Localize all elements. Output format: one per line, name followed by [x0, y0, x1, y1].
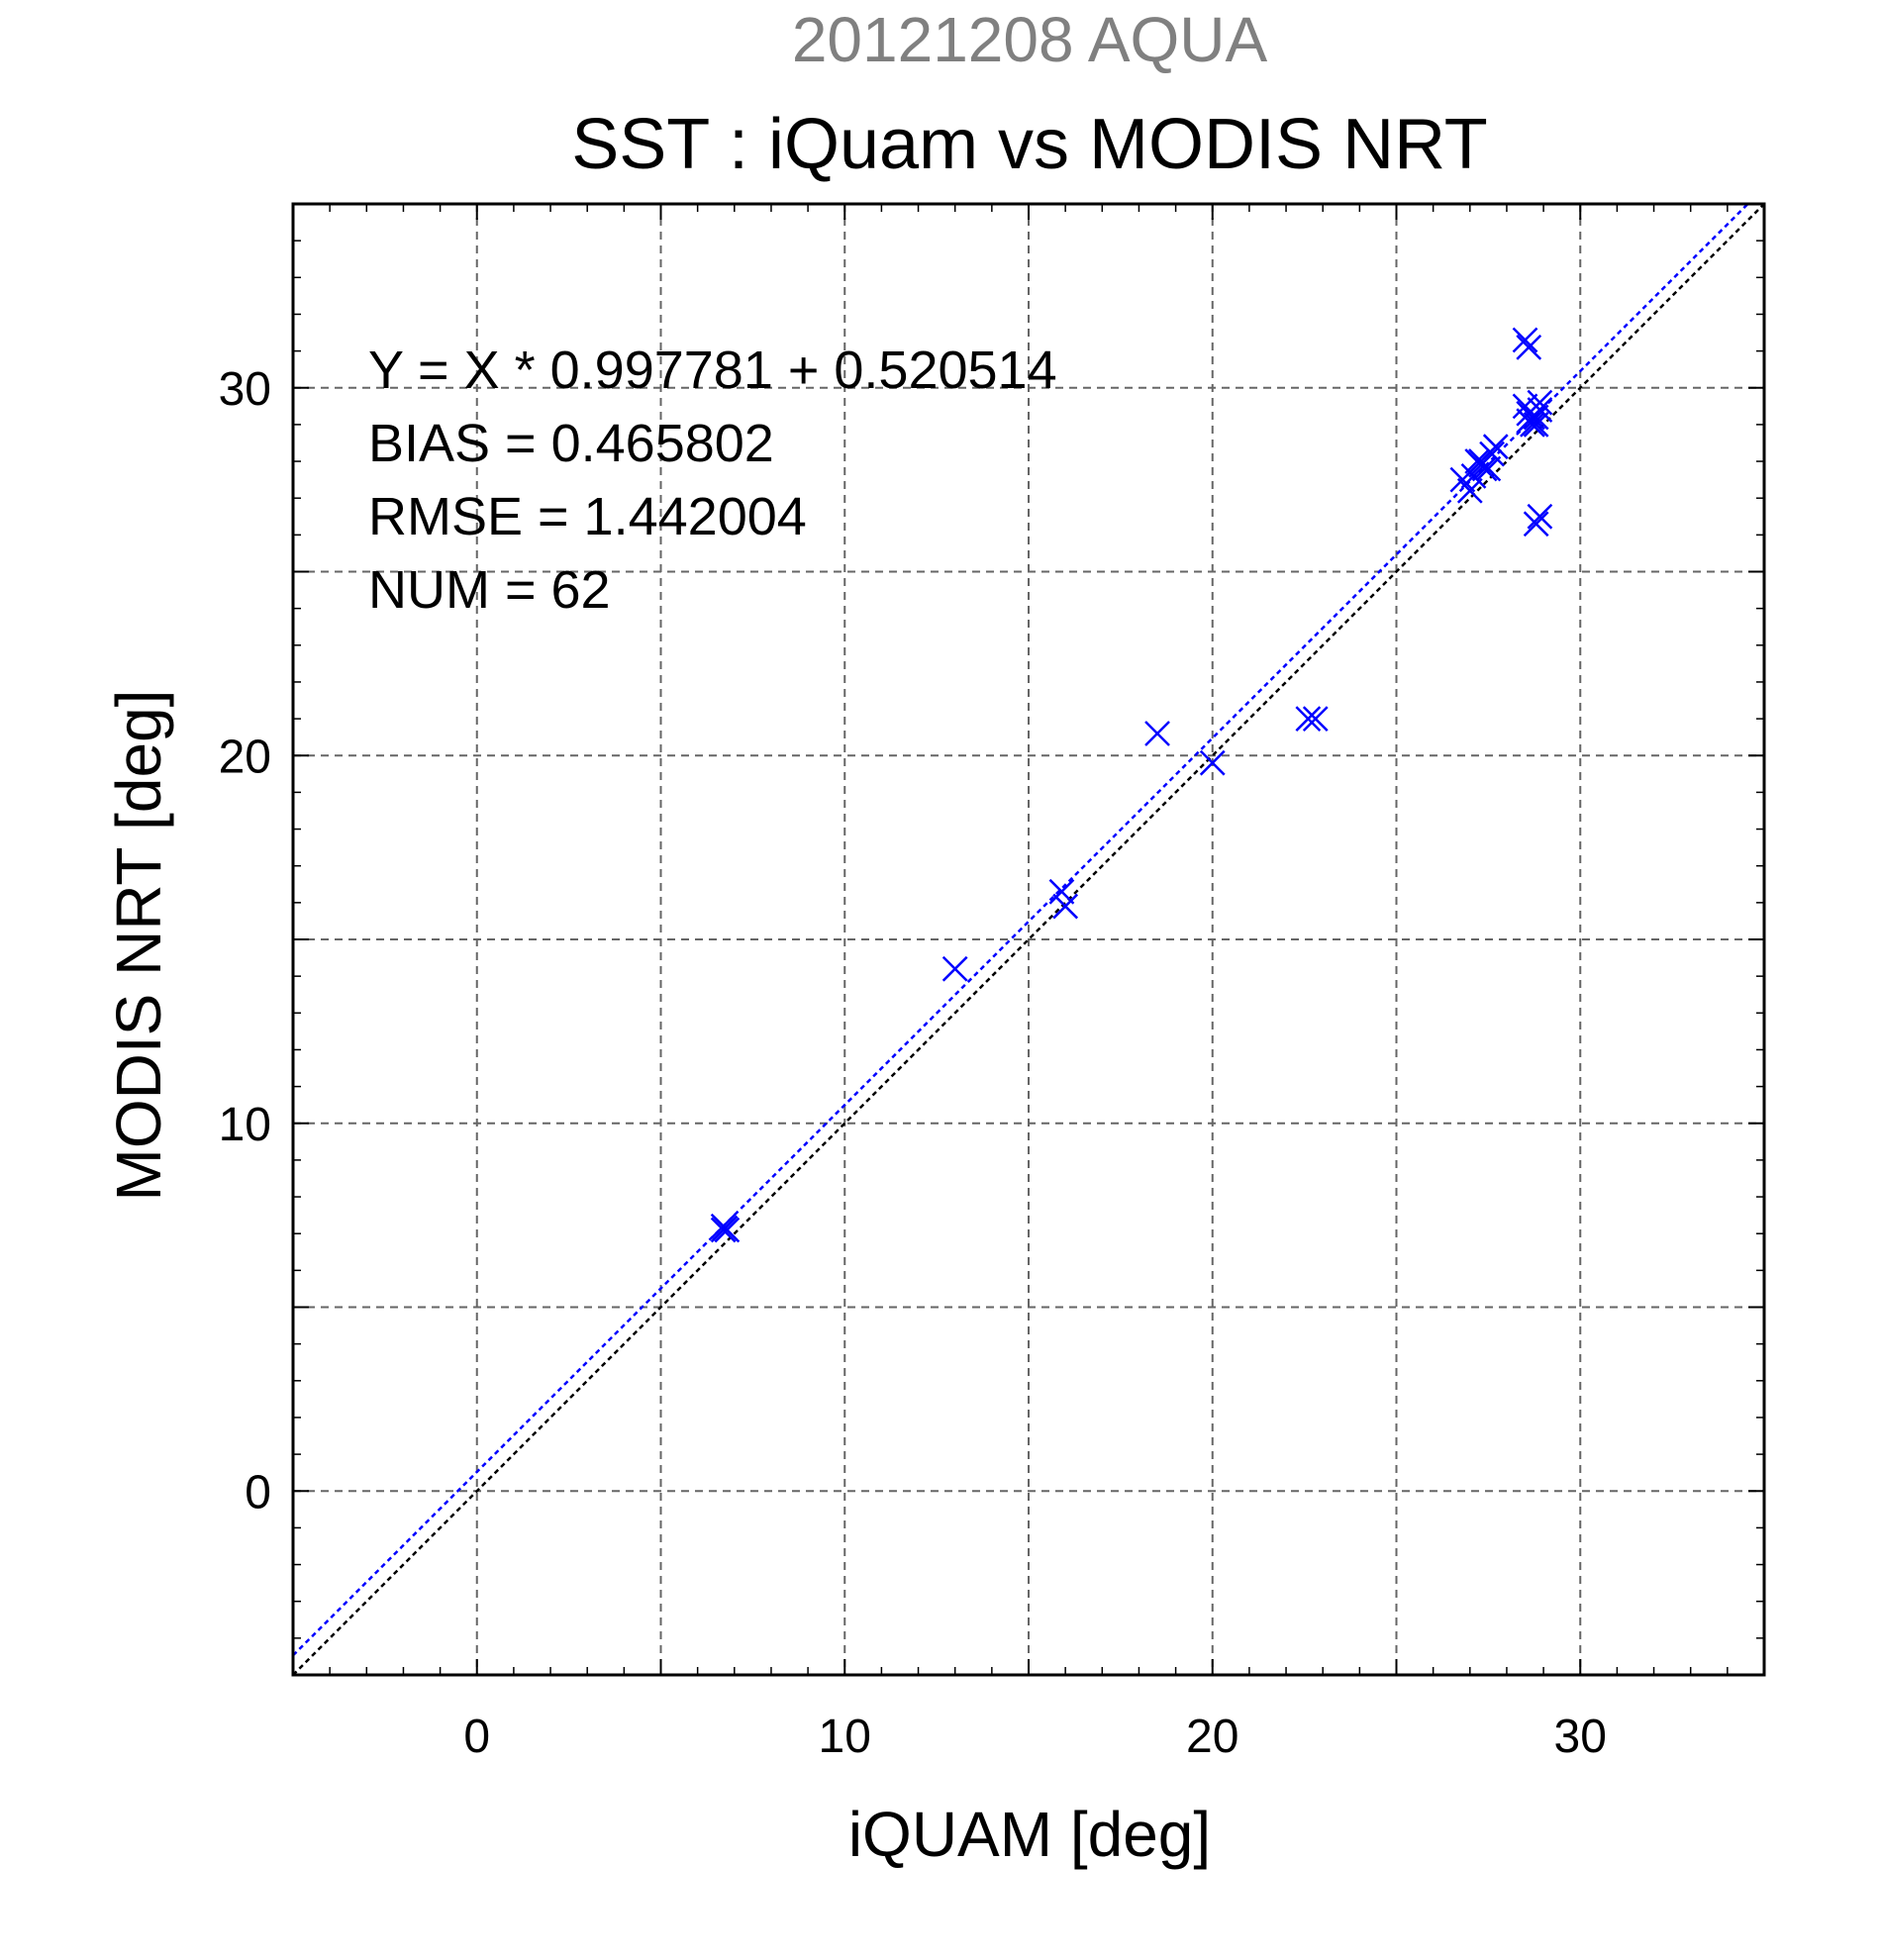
- data-point-stroke: [1460, 463, 1487, 489]
- data-point: [1460, 463, 1487, 489]
- data-point: [1523, 511, 1549, 538]
- x-tick-label: 10: [819, 1711, 871, 1763]
- chart-supertitle: 20121208 AQUA: [792, 4, 1268, 75]
- data-point: [1302, 706, 1329, 732]
- data-points: [710, 327, 1553, 1243]
- data-point: [1516, 335, 1542, 360]
- data-point: [1468, 448, 1494, 474]
- data-point: [1479, 441, 1505, 467]
- x-tick-labels: 0 10 20 30: [463, 1711, 1607, 1763]
- data-point-stroke: [1144, 721, 1170, 746]
- x-tick-label: 20: [1186, 1711, 1238, 1763]
- data-point-stroke: [1523, 412, 1549, 438]
- x-tick-label: 0: [463, 1711, 490, 1763]
- y-tick-label: 30: [219, 363, 271, 416]
- data-point-stroke: [710, 1217, 737, 1243]
- data-point: [1527, 503, 1553, 530]
- stats-line-equation: Y = X * 0.997781 + 0.520514: [368, 341, 1057, 400]
- stats-line-rmse: RMSE = 1.442004: [368, 487, 807, 546]
- fit-line: [292, 203, 1749, 1657]
- data-point-stroke: [1295, 706, 1322, 732]
- data-point: [1144, 721, 1170, 746]
- data-point: [1456, 477, 1483, 504]
- y-tick-labels: 0 10 20 30: [219, 363, 271, 1519]
- y-tick-label: 10: [219, 1099, 271, 1151]
- data-point-stroke: [1199, 749, 1226, 776]
- data-point-stroke: [1523, 404, 1549, 431]
- data-point-stroke: [1527, 389, 1553, 416]
- y-axis-label: MODIS NRT [deg]: [103, 690, 174, 1202]
- regression-lines: [292, 203, 1765, 1676]
- data-point-stroke: [1468, 448, 1494, 474]
- stats-box: Y = X * 0.997781 + 0.520514 BIAS = 0.465…: [368, 341, 1057, 620]
- stats-line-bias: BIAS = 0.465802: [368, 414, 774, 473]
- data-point-stroke: [1516, 408, 1542, 435]
- data-point-stroke: [941, 955, 968, 982]
- data-point-stroke: [1052, 893, 1079, 920]
- data-point: [1295, 706, 1322, 732]
- data-point-stroke: [1471, 455, 1498, 482]
- data-point: [1512, 327, 1538, 353]
- data-point: [710, 1217, 737, 1243]
- chart-title: SST : iQuam vs MODIS NRT: [571, 105, 1488, 184]
- data-point-stroke: [1516, 335, 1542, 360]
- y-tick-label: 0: [245, 1466, 271, 1519]
- data-point: [1516, 408, 1542, 435]
- data-point-stroke: [1479, 441, 1505, 467]
- data-point-stroke: [1048, 878, 1075, 905]
- data-point: [1048, 878, 1075, 905]
- data-point-stroke: [1302, 706, 1329, 732]
- x-tick-label: 30: [1554, 1711, 1607, 1763]
- stats-line-num: NUM = 62: [368, 560, 611, 620]
- data-point: [1052, 893, 1079, 920]
- data-point: [1523, 412, 1549, 438]
- y-tick-label: 20: [219, 731, 271, 783]
- grid-lines: [293, 204, 1764, 1675]
- data-point-stroke: [1512, 327, 1538, 353]
- data-point: [941, 955, 968, 982]
- data-point: [1471, 455, 1498, 482]
- data-point-stroke: [1527, 503, 1553, 530]
- x-axis-label: iQUAM [deg]: [848, 1799, 1211, 1870]
- data-point: [1527, 389, 1553, 416]
- data-point-stroke: [1456, 477, 1483, 504]
- data-point: [1523, 404, 1549, 431]
- plot-frame: [291, 202, 1766, 1677]
- data-point-stroke: [1523, 511, 1549, 538]
- data-point: [1199, 749, 1226, 776]
